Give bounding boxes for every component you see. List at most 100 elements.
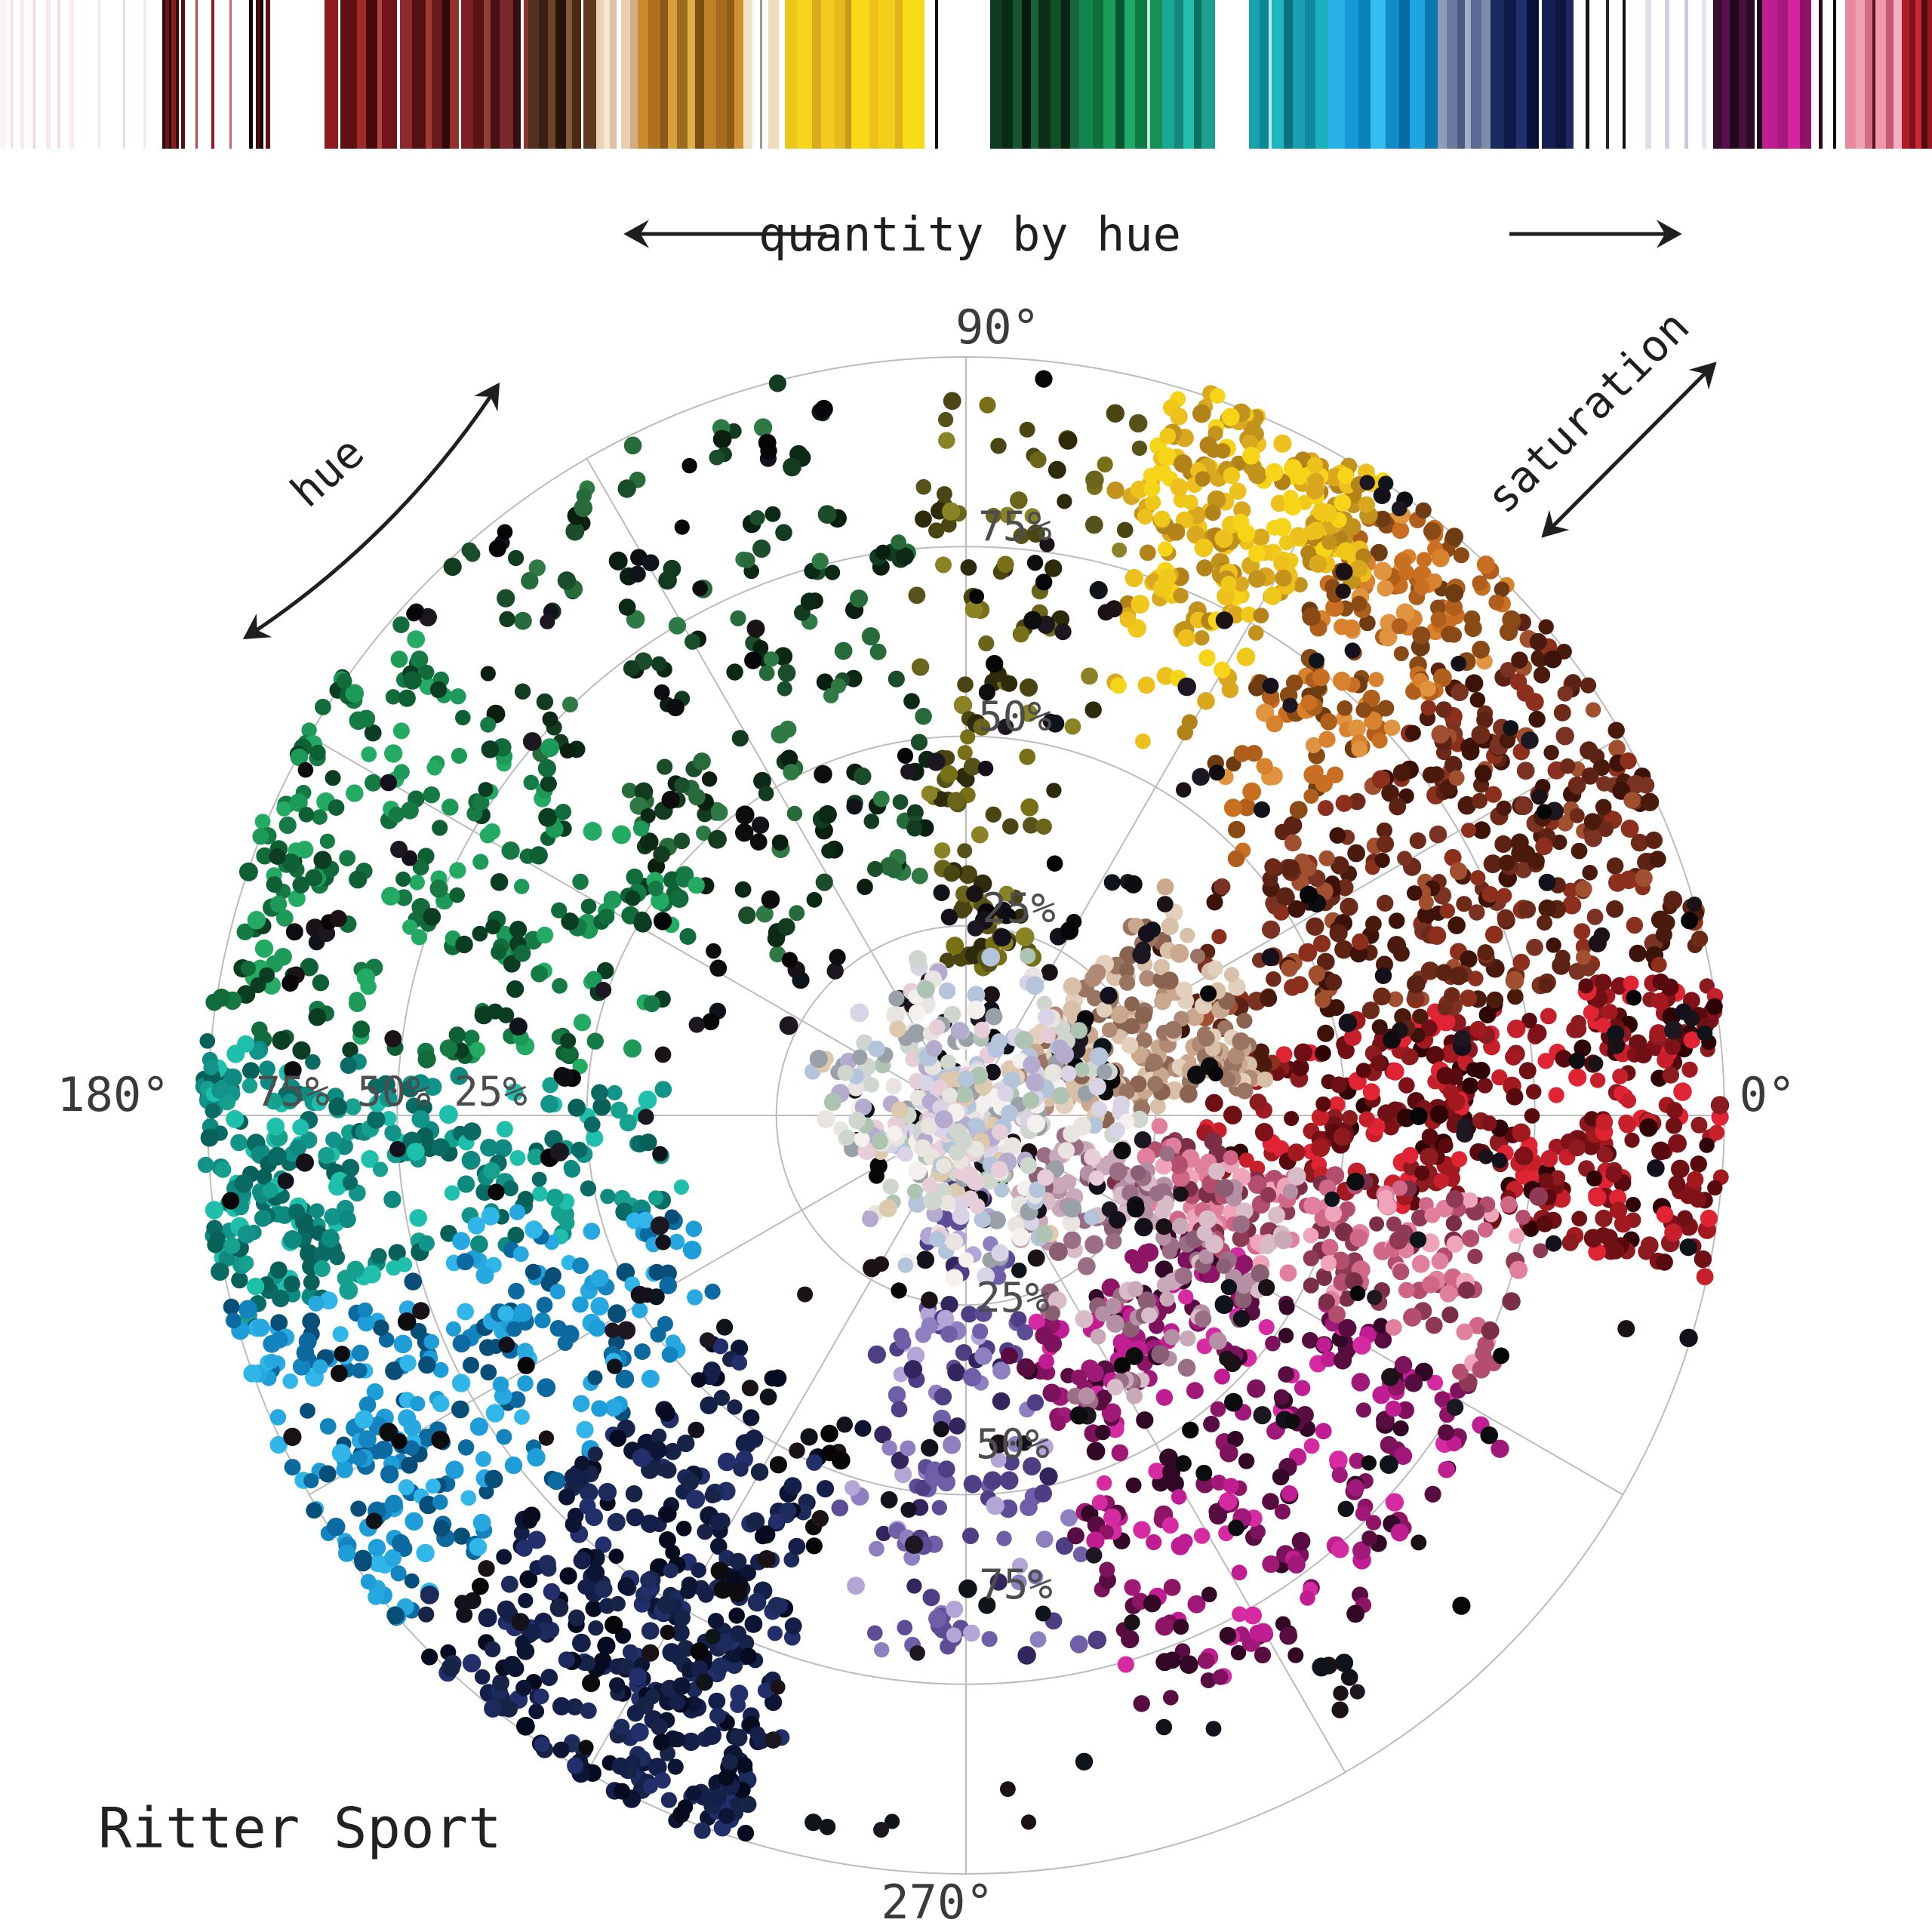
scatter-dot bbox=[1595, 1209, 1613, 1228]
scatter-dot bbox=[891, 1282, 907, 1299]
scatter-dot bbox=[568, 1098, 586, 1117]
scatter-dot bbox=[1571, 842, 1588, 860]
scatter-dot bbox=[1194, 630, 1210, 646]
scatter-dot bbox=[685, 1785, 702, 1801]
scatter-dot bbox=[914, 1479, 931, 1497]
scatter-dot bbox=[1567, 776, 1586, 795]
scatter-dot bbox=[1023, 611, 1042, 630]
scatter-dot bbox=[1376, 822, 1392, 838]
scatter-dot bbox=[1662, 1066, 1679, 1084]
scatter-dot bbox=[412, 859, 429, 876]
barcode-stripe bbox=[275, 0, 325, 149]
scatter-dot bbox=[336, 673, 352, 689]
scatter-dot bbox=[598, 909, 615, 925]
scatter-dot bbox=[1197, 1652, 1215, 1669]
scatter-dot bbox=[1589, 1072, 1606, 1088]
scatter-dot bbox=[1349, 1229, 1368, 1247]
scatter-dot bbox=[1077, 1257, 1096, 1275]
scatter-dot bbox=[572, 1395, 590, 1413]
scatter-dot bbox=[910, 734, 928, 751]
scatter-dot bbox=[851, 1049, 868, 1066]
scatter-dot bbox=[1273, 555, 1290, 573]
scatter-dot bbox=[567, 1757, 583, 1774]
scatter-dot bbox=[1456, 1323, 1473, 1341]
scatter-dot bbox=[1262, 1555, 1280, 1574]
barcode-stripe bbox=[1051, 0, 1061, 149]
barcode-stripe bbox=[1626, 0, 1645, 149]
scatter-dot bbox=[958, 1252, 974, 1268]
scatter-dot bbox=[292, 1041, 311, 1060]
scatter-dot bbox=[1569, 808, 1585, 823]
scatter-dot bbox=[1119, 611, 1137, 628]
scatter-dot bbox=[1331, 1466, 1348, 1484]
scatter-dot bbox=[484, 823, 501, 840]
scatter-dot bbox=[1011, 1574, 1027, 1591]
scatter-dot bbox=[583, 1223, 601, 1240]
scatter-dot bbox=[1435, 964, 1453, 981]
scatter-dot bbox=[484, 1469, 503, 1489]
scatter-dot bbox=[862, 1211, 878, 1228]
scatter-dot bbox=[1700, 1209, 1718, 1227]
scatter-dot bbox=[730, 1697, 746, 1713]
scatter-dot bbox=[972, 1323, 989, 1340]
scatter-dot bbox=[1084, 701, 1102, 718]
scatter-dot bbox=[331, 1444, 351, 1463]
scatter-dot bbox=[342, 1041, 358, 1058]
scatter-dot bbox=[639, 832, 659, 851]
scatter-dot bbox=[1445, 528, 1464, 546]
scatter-dot bbox=[1641, 792, 1660, 811]
scatter-dot bbox=[1462, 1192, 1478, 1208]
scatter-dot bbox=[546, 1189, 564, 1207]
scatter-dot bbox=[1177, 1358, 1196, 1377]
scatter-dot bbox=[1156, 878, 1174, 896]
barcode-stripe bbox=[171, 0, 176, 149]
scatter-dot bbox=[963, 1475, 982, 1494]
scatter-dot bbox=[358, 1396, 377, 1414]
scatter-dot bbox=[961, 1306, 978, 1323]
scatter-dot bbox=[1261, 948, 1280, 967]
barcode-stripe bbox=[260, 0, 263, 149]
barcode-stripe bbox=[1031, 0, 1038, 149]
scatter-dot bbox=[1209, 1332, 1227, 1350]
scatter-dot bbox=[1343, 518, 1361, 536]
scatter-dot bbox=[744, 1615, 763, 1633]
scatter-dot bbox=[1315, 1423, 1332, 1440]
scatter-dot bbox=[1284, 1111, 1300, 1126]
scatter-dot bbox=[607, 1512, 626, 1531]
scatter-dot bbox=[487, 1003, 503, 1020]
scatter-dot bbox=[1200, 985, 1217, 1002]
barcode-stripe bbox=[660, 0, 668, 149]
scatter-dot bbox=[1325, 598, 1344, 617]
scatter-dot bbox=[1595, 1017, 1611, 1033]
scatter-dot bbox=[1383, 719, 1401, 736]
scatter-dot bbox=[1374, 561, 1392, 580]
scatter-dot bbox=[431, 1430, 450, 1450]
scatter-dot bbox=[1172, 1217, 1189, 1235]
scatter-dot bbox=[1019, 678, 1038, 697]
scatter-dot bbox=[1597, 820, 1614, 837]
scatter-dot bbox=[946, 937, 964, 955]
scatter-dot bbox=[681, 1732, 700, 1752]
scatter-dot bbox=[1588, 934, 1607, 952]
scatter-dot bbox=[685, 1696, 702, 1712]
scatter-dot bbox=[391, 1534, 410, 1552]
scatter-dot bbox=[1200, 1672, 1217, 1688]
scatter-dot bbox=[900, 1501, 917, 1518]
scatter-dot bbox=[861, 627, 880, 646]
scatter-dot bbox=[1328, 1306, 1346, 1324]
barcode-stripe bbox=[528, 0, 539, 149]
scatter-dot bbox=[360, 1574, 377, 1590]
scatter-dot bbox=[1469, 904, 1485, 921]
scatter-dot bbox=[595, 981, 612, 998]
scatter-dot bbox=[1608, 740, 1626, 757]
scatter-dot bbox=[223, 1298, 240, 1315]
scatter-dot bbox=[1362, 689, 1380, 707]
barcode-stripe bbox=[1833, 0, 1836, 149]
scatter-dot bbox=[1476, 712, 1494, 729]
scatter-dot bbox=[456, 1253, 474, 1271]
scatter-dot bbox=[900, 1440, 916, 1457]
barcode-stripe bbox=[1651, 0, 1665, 149]
barcode-stripe bbox=[1425, 0, 1438, 149]
scatter-dot bbox=[1347, 1479, 1364, 1497]
scatter-dot bbox=[1069, 1635, 1088, 1654]
